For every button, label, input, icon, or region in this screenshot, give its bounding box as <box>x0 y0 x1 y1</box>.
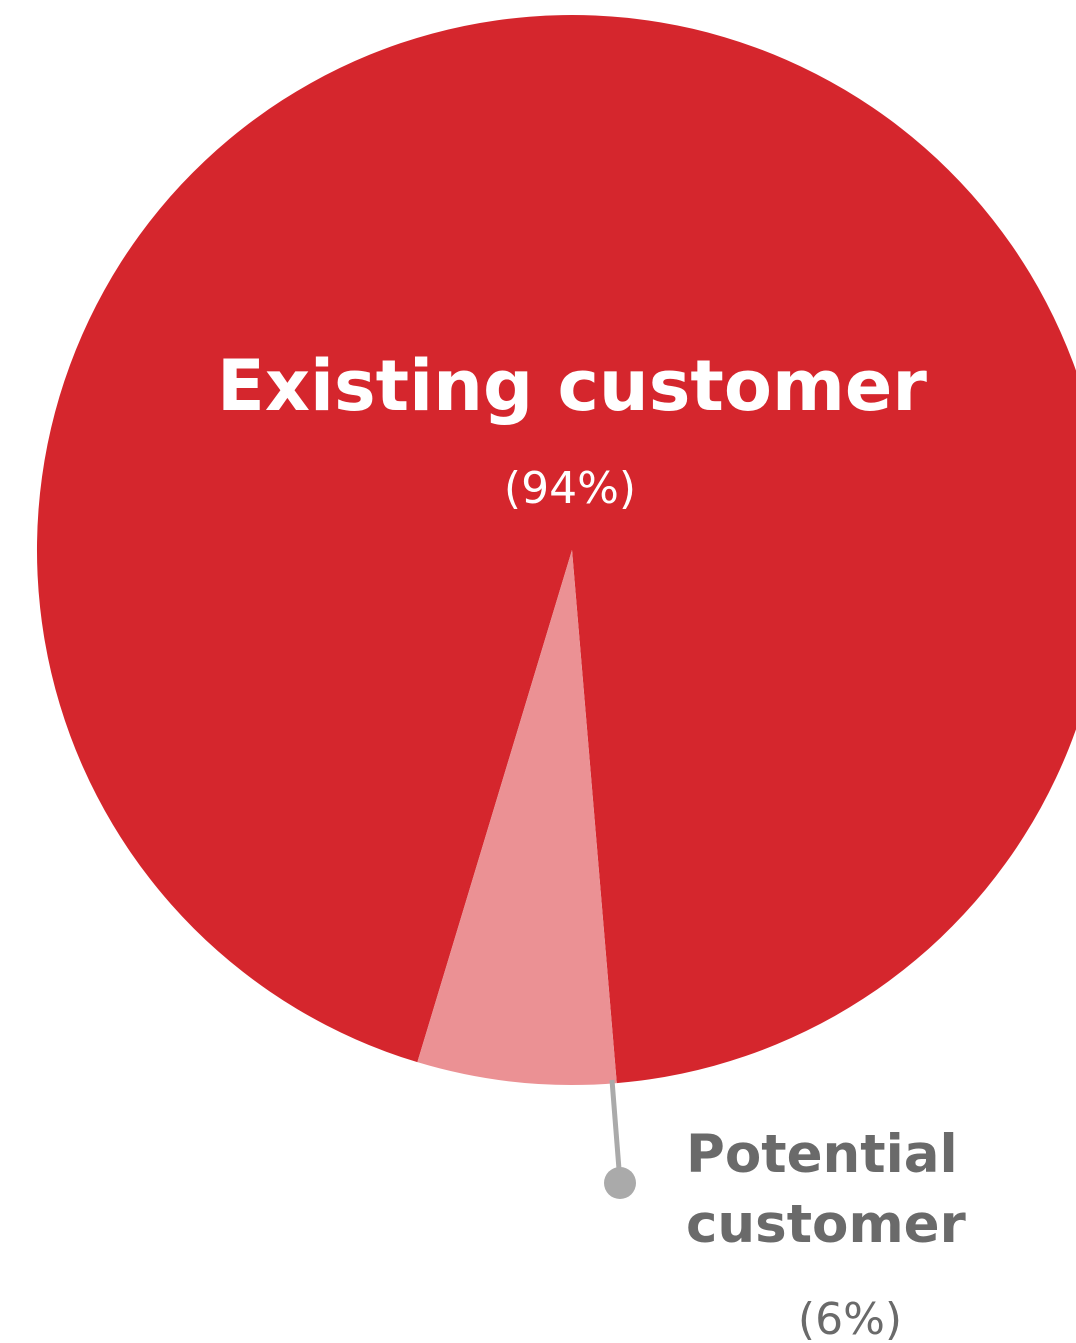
pie-slices <box>37 15 1076 1085</box>
leader-dot <box>604 1167 636 1199</box>
leader-line <box>609 1079 623 1183</box>
slice-label-potential-customer-line2: customer <box>686 1194 966 1255</box>
leader-line-group <box>604 1079 636 1199</box>
slice-pct-potential-customer: (6%) <box>798 1294 902 1343</box>
slice-label-potential-customer-line1: Potential <box>686 1124 958 1185</box>
pie-slice-potential-customer <box>417 550 617 1085</box>
slice-label-existing-customer: Existing customer <box>217 345 927 427</box>
pie-slice-existing-customer <box>37 15 1076 1084</box>
slice-pct-existing-customer: (94%) <box>504 463 636 514</box>
